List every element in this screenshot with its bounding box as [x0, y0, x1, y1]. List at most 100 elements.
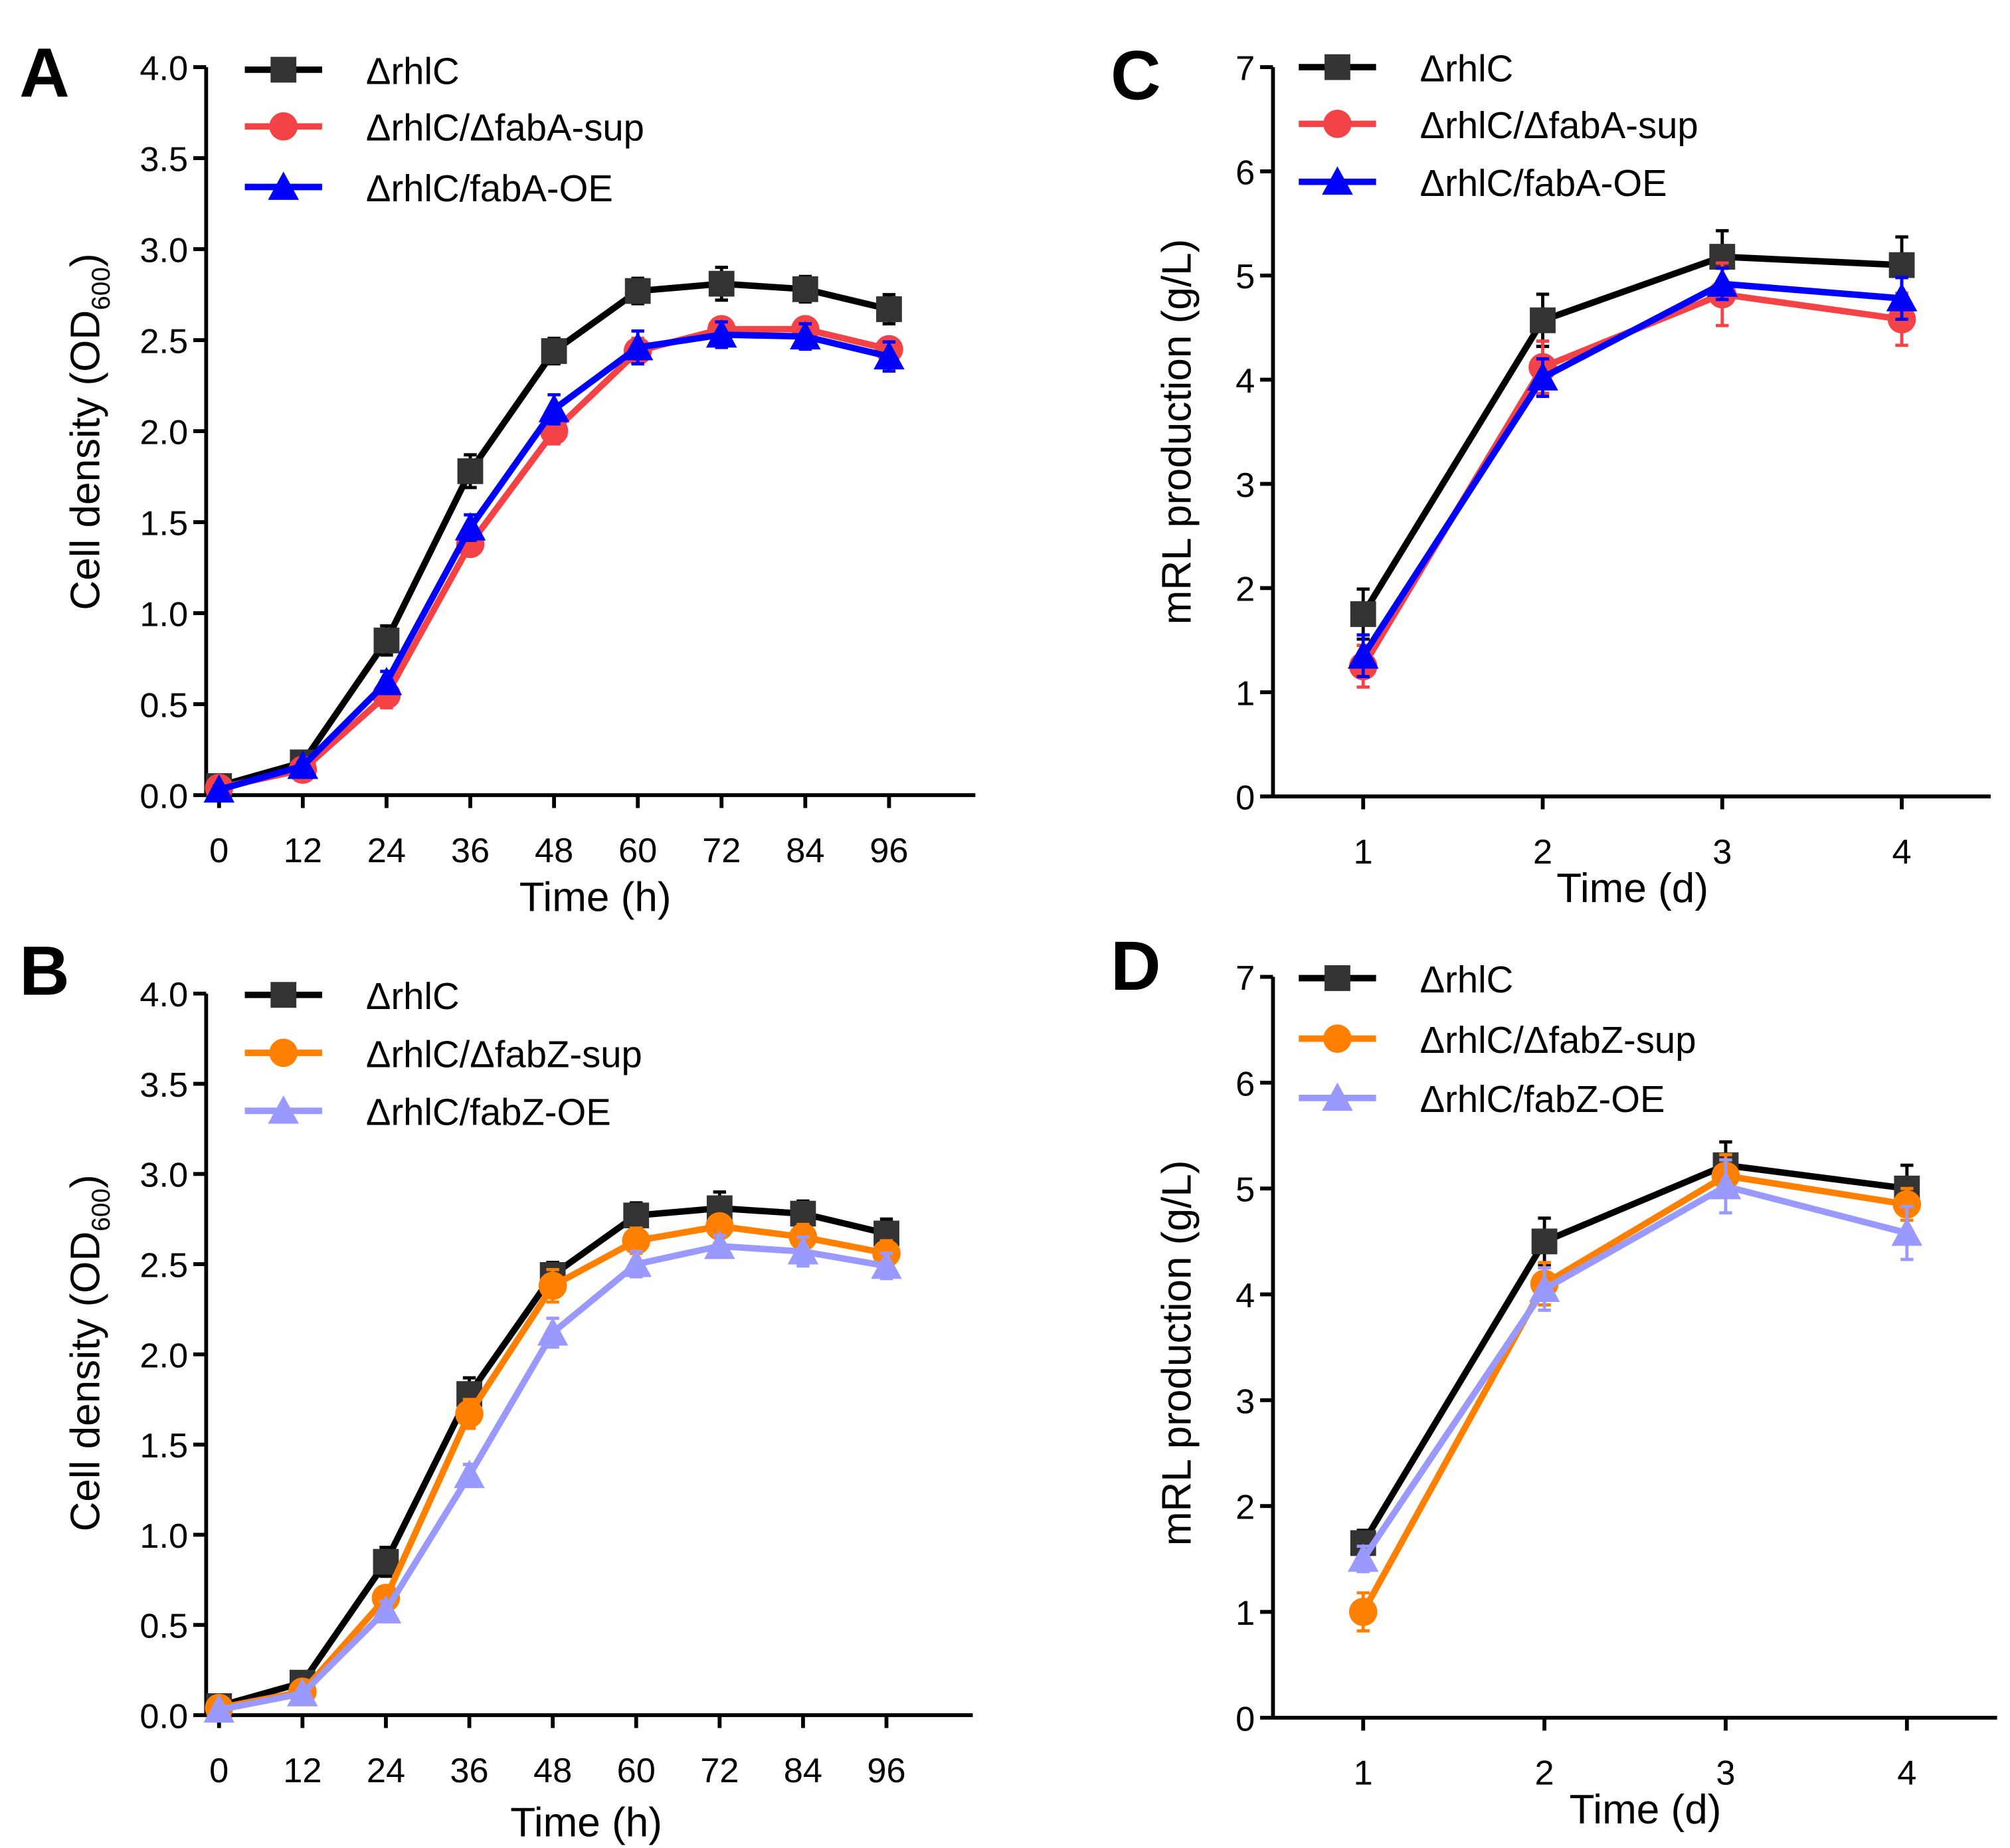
legend-label: ΔrhlC — [366, 975, 460, 1017]
y-tick-label: 6 — [1235, 1065, 1255, 1103]
legend-marker — [270, 982, 297, 1008]
series-2 — [203, 1230, 902, 1723]
x-tick-label: 3 — [1712, 833, 1732, 872]
legend-item: ΔrhlC/fabA-OE — [244, 167, 613, 209]
data-point — [624, 278, 651, 304]
y-tick-label: 3.0 — [139, 231, 188, 270]
y-tick-label: 1.0 — [139, 595, 188, 634]
y-axis-label: mRL production (g/L) — [1154, 1160, 1200, 1546]
y-axis-label: Cell density (OD600) — [62, 1174, 116, 1531]
data-point — [1888, 252, 1915, 278]
legend-label: ΔrhlC/fabA-OE — [366, 167, 613, 209]
data-point — [708, 270, 735, 297]
data-point — [1706, 268, 1738, 297]
y-axis-label: mRL production (g/L) — [1154, 239, 1200, 625]
data-point — [871, 1250, 902, 1279]
series-2 — [1347, 1158, 1923, 1574]
y-tick-label: 3 — [1235, 1382, 1255, 1421]
data-point — [790, 321, 821, 349]
legend-marker — [1325, 54, 1350, 80]
data-point — [537, 1317, 569, 1346]
y-tick-label: 3.5 — [139, 1066, 188, 1105]
data-point — [373, 1548, 399, 1575]
series-line — [218, 1243, 887, 1713]
legend-item: ΔrhlC/ΔfabA-sup — [244, 107, 644, 149]
y-axis-label-main: Cell density (OD — [62, 1232, 108, 1532]
x-tick-label: 0 — [209, 832, 228, 870]
y-tick-label: 6 — [1235, 153, 1255, 192]
legend-item: ΔrhlC/fabZ-OE — [1299, 1078, 1665, 1120]
data-point — [287, 750, 319, 779]
legend-label: ΔrhlC/ΔfabA-sup — [1420, 104, 1698, 146]
y-tick-label: 2.5 — [139, 322, 188, 361]
data-point — [541, 338, 567, 364]
y-axis-label-main: Cell density (OD — [62, 310, 108, 610]
panel-d: D 0 1 2 3 4 5 6 7 1 2 3 4 Time (d) mRL production (g/L… — [1111, 927, 1997, 1833]
data-point — [371, 666, 403, 695]
series-line — [1360, 1182, 1908, 1561]
data-point — [1891, 1217, 1923, 1246]
x-tick-label: 36 — [451, 832, 490, 870]
x-tick-label: 72 — [700, 1752, 739, 1790]
data-point — [1892, 1190, 1922, 1219]
x-tick-label: 60 — [617, 1752, 656, 1790]
data-point — [622, 1226, 651, 1255]
y-axis-label: Cell density (OD600) — [62, 253, 116, 610]
x-tick-label: 2 — [1535, 1754, 1554, 1793]
legend-item: ΔrhlC/ΔfabA-sup — [1299, 104, 1698, 146]
x-tick-label: 12 — [284, 832, 322, 870]
y-tick-label: 1 — [1235, 675, 1255, 713]
legend-item: ΔrhlC — [244, 50, 460, 92]
x-tick-label: 48 — [533, 1752, 572, 1790]
x-tick-label: 48 — [535, 832, 573, 870]
data-point — [705, 319, 737, 348]
panel-c: C 0 1 2 3 4 5 6 7 1 2 3 4 Time (d) mRL production (g/L… — [1111, 37, 1991, 911]
legend-label: ΔrhlC/ΔfabZ-sup — [366, 1033, 642, 1075]
legend-marker — [1325, 965, 1350, 991]
series-0 — [1350, 1140, 1920, 1558]
legend-label: ΔrhlC/ΔfabA-sup — [366, 107, 644, 149]
y-tick-label: 3.0 — [139, 1156, 188, 1195]
legend-label: ΔrhlC/fabZ-OE — [1420, 1078, 1665, 1120]
legend-item: ΔrhlC — [244, 975, 460, 1017]
x-tick-label: 36 — [450, 1752, 488, 1790]
panel-b: B 0.0 0.5 1.0 1.5 2.0 2.5 3.0 3.5 4.0 0 12 24 36 48 60 7… — [19, 933, 973, 1845]
data-point — [1347, 1543, 1379, 1572]
legend-item: ΔrhlC/ΔfabZ-sup — [1299, 1019, 1696, 1061]
data-point — [1530, 307, 1556, 333]
data-point — [873, 341, 905, 370]
y-tick-label: 2 — [1235, 1489, 1255, 1527]
y-tick-label: 0.0 — [139, 777, 188, 816]
x-tick-label: 2 — [1533, 833, 1552, 872]
y-tick-label: 5 — [1235, 1171, 1255, 1210]
x-tick-label: 96 — [867, 1752, 905, 1790]
data-point — [455, 1400, 484, 1428]
series-line — [1360, 1162, 1908, 1545]
data-point — [792, 276, 818, 302]
x-tick-label: 84 — [784, 1752, 822, 1790]
y-tick-label: 2.0 — [139, 413, 188, 452]
series-line — [1360, 1172, 1908, 1614]
y-axis-label-main: mRL production (g/L) — [1154, 239, 1200, 625]
data-point — [1531, 1228, 1558, 1255]
x-tick-label: 12 — [283, 1752, 321, 1790]
series-2 — [203, 319, 905, 803]
x-axis-label: Time (d) — [1570, 1787, 1722, 1833]
panel-label: C — [1111, 37, 1161, 115]
legend-marker — [1322, 1082, 1353, 1111]
data-point — [790, 1200, 816, 1227]
y-tick-label: 0.0 — [139, 1697, 188, 1736]
data-point — [622, 331, 654, 361]
legend-item: ΔrhlC — [1299, 47, 1513, 89]
legend-label: ΔrhlC — [366, 50, 460, 92]
legend-label: ΔrhlC — [1420, 959, 1514, 1000]
y-tick-label: 1.5 — [139, 1427, 188, 1465]
y-tick-label: 4.0 — [139, 976, 188, 1014]
y-axis-label-end: ) — [62, 253, 108, 267]
y-tick-label: 2.0 — [139, 1337, 188, 1375]
x-tick-label: 0 — [209, 1752, 228, 1790]
legend-marker — [269, 112, 298, 141]
x-tick-label: 24 — [367, 832, 406, 870]
legend-label: ΔrhlC/fabZ-OE — [366, 1091, 611, 1133]
